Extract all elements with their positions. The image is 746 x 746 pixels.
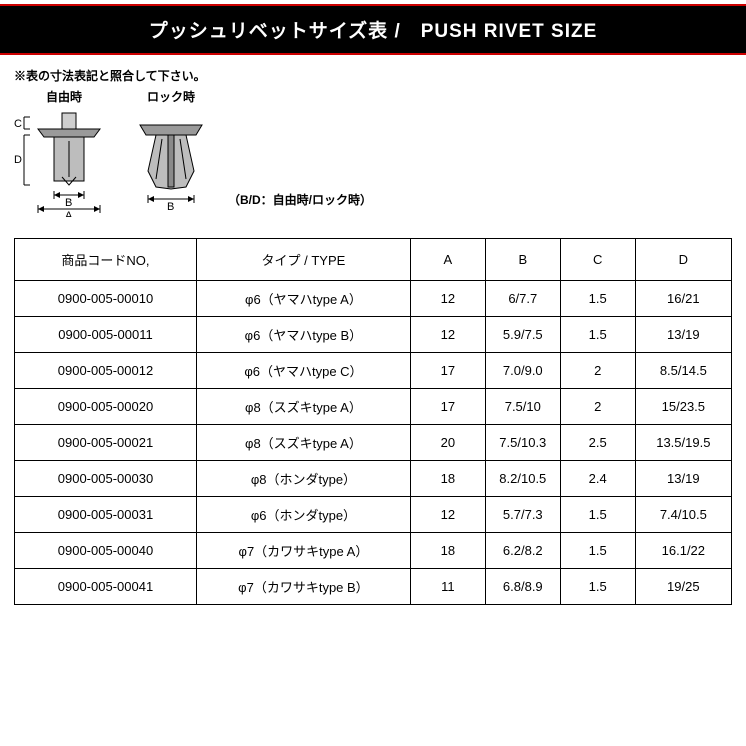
cell-code: 0900-005-00031 [15,497,197,533]
cell-b: 6.8/8.9 [485,569,560,605]
cell-code: 0900-005-00030 [15,461,197,497]
cell-a: 20 [410,425,485,461]
cell-a: 12 [410,281,485,317]
cell-b: 6.2/8.2 [485,533,560,569]
th-a: A [410,239,485,281]
table-header-row: 商品コードNO, タイプ / TYPE A B C D [15,239,732,281]
cell-c: 1.5 [560,497,635,533]
dim-b2-label: B [167,201,174,213]
cell-type: φ7（カワサキtype A） [196,533,410,569]
cell-type: φ8（ホンダtype） [196,461,410,497]
diagram-area: ※表の寸法表記と照合して下さい。 自由時 C D [0,55,746,228]
cell-d: 13/19 [635,317,731,353]
cell-a: 11 [410,569,485,605]
cell-d: 7.4/10.5 [635,497,731,533]
free-label: 自由時 [14,88,114,105]
cell-d: 8.5/14.5 [635,353,731,389]
th-code: 商品コードNO, [15,239,197,281]
table-row: 0900-005-00041φ7（カワサキtype B）116.8/8.91.5… [15,569,732,605]
dim-d-label: D [14,154,22,166]
rivet-lock-icon: B [126,107,216,217]
title-bar: プッシュリベットサイズ表 / PUSH RIVET SIZE [0,4,746,55]
table-row: 0900-005-00020φ8（スズキtype A）177.5/10215/2… [15,389,732,425]
cell-d: 19/25 [635,569,731,605]
cell-code: 0900-005-00011 [15,317,197,353]
bd-note: （B/D：自由時/ロック時） [228,191,372,222]
rivet-free-icon: C D [14,107,114,217]
cell-code: 0900-005-00040 [15,533,197,569]
dim-a-label: A [65,210,73,217]
cell-b: 8.2/10.5 [485,461,560,497]
cell-a: 12 [410,497,485,533]
table-wrap: 商品コードNO, タイプ / TYPE A B C D 0900-005-000… [0,228,746,625]
cell-c: 2 [560,389,635,425]
page: プッシュリベットサイズ表 / PUSH RIVET SIZE ※表の寸法表記と照… [0,4,746,625]
cell-b: 7.5/10.3 [485,425,560,461]
cell-code: 0900-005-00041 [15,569,197,605]
table-row: 0900-005-00012φ6（ヤマハtype C）177.0/9.028.5… [15,353,732,389]
cell-c: 2.4 [560,461,635,497]
cell-a: 17 [410,389,485,425]
cell-b: 5.9/7.5 [485,317,560,353]
cell-c: 1.5 [560,317,635,353]
cell-type: φ6（ヤマハtype A） [196,281,410,317]
table-row: 0900-005-00011φ6（ヤマハtype B）125.9/7.51.51… [15,317,732,353]
cell-b: 7.5/10 [485,389,560,425]
cell-a: 17 [410,353,485,389]
cell-c: 1.5 [560,569,635,605]
table-row: 0900-005-00021φ8（スズキtype A）207.5/10.32.5… [15,425,732,461]
dim-b-label: B [65,197,72,209]
cell-type: φ6（ホンダtype） [196,497,410,533]
table-row: 0900-005-00031φ6（ホンダtype）125.7/7.31.57.4… [15,497,732,533]
cell-type: φ6（ヤマハtype C） [196,353,410,389]
th-type: タイプ / TYPE [196,239,410,281]
table-body: 0900-005-00010φ6（ヤマハtype A）126/7.71.516/… [15,281,732,605]
cell-a: 18 [410,533,485,569]
th-c: C [560,239,635,281]
table-row: 0900-005-00030φ8（ホンダtype）188.2/10.52.413… [15,461,732,497]
diagram-note: ※表の寸法表記と照合して下さい。 [14,67,732,84]
cell-code: 0900-005-00021 [15,425,197,461]
cell-d: 16.1/22 [635,533,731,569]
lock-label: ロック時 [126,88,216,105]
size-table: 商品コードNO, タイプ / TYPE A B C D 0900-005-000… [14,238,732,605]
cell-a: 18 [410,461,485,497]
cell-c: 1.5 [560,281,635,317]
table-row: 0900-005-00010φ6（ヤマハtype A）126/7.71.516/… [15,281,732,317]
cell-c: 2 [560,353,635,389]
cell-b: 6/7.7 [485,281,560,317]
cell-d: 13/19 [635,461,731,497]
cell-type: φ7（カワサキtype B） [196,569,410,605]
cell-type: φ6（ヤマハtype B） [196,317,410,353]
cell-a: 12 [410,317,485,353]
diagram-free: 自由時 C D [14,88,114,222]
table-row: 0900-005-00040φ7（カワサキtype A）186.2/8.21.5… [15,533,732,569]
cell-c: 2.5 [560,425,635,461]
cell-c: 1.5 [560,533,635,569]
cell-d: 13.5/19.5 [635,425,731,461]
diagram-row: 自由時 C D [14,88,732,222]
page-title: プッシュリベットサイズ表 / PUSH RIVET SIZE [149,21,598,42]
cell-b: 7.0/9.0 [485,353,560,389]
dim-c-label: C [14,118,22,130]
cell-code: 0900-005-00010 [15,281,197,317]
cell-type: φ8（スズキtype A） [196,425,410,461]
cell-code: 0900-005-00012 [15,353,197,389]
th-b: B [485,239,560,281]
cell-d: 15/23.5 [635,389,731,425]
diagram-lock: ロック時 B [126,88,216,222]
cell-code: 0900-005-00020 [15,389,197,425]
cell-b: 5.7/7.3 [485,497,560,533]
th-d: D [635,239,731,281]
cell-type: φ8（スズキtype A） [196,389,410,425]
cell-d: 16/21 [635,281,731,317]
